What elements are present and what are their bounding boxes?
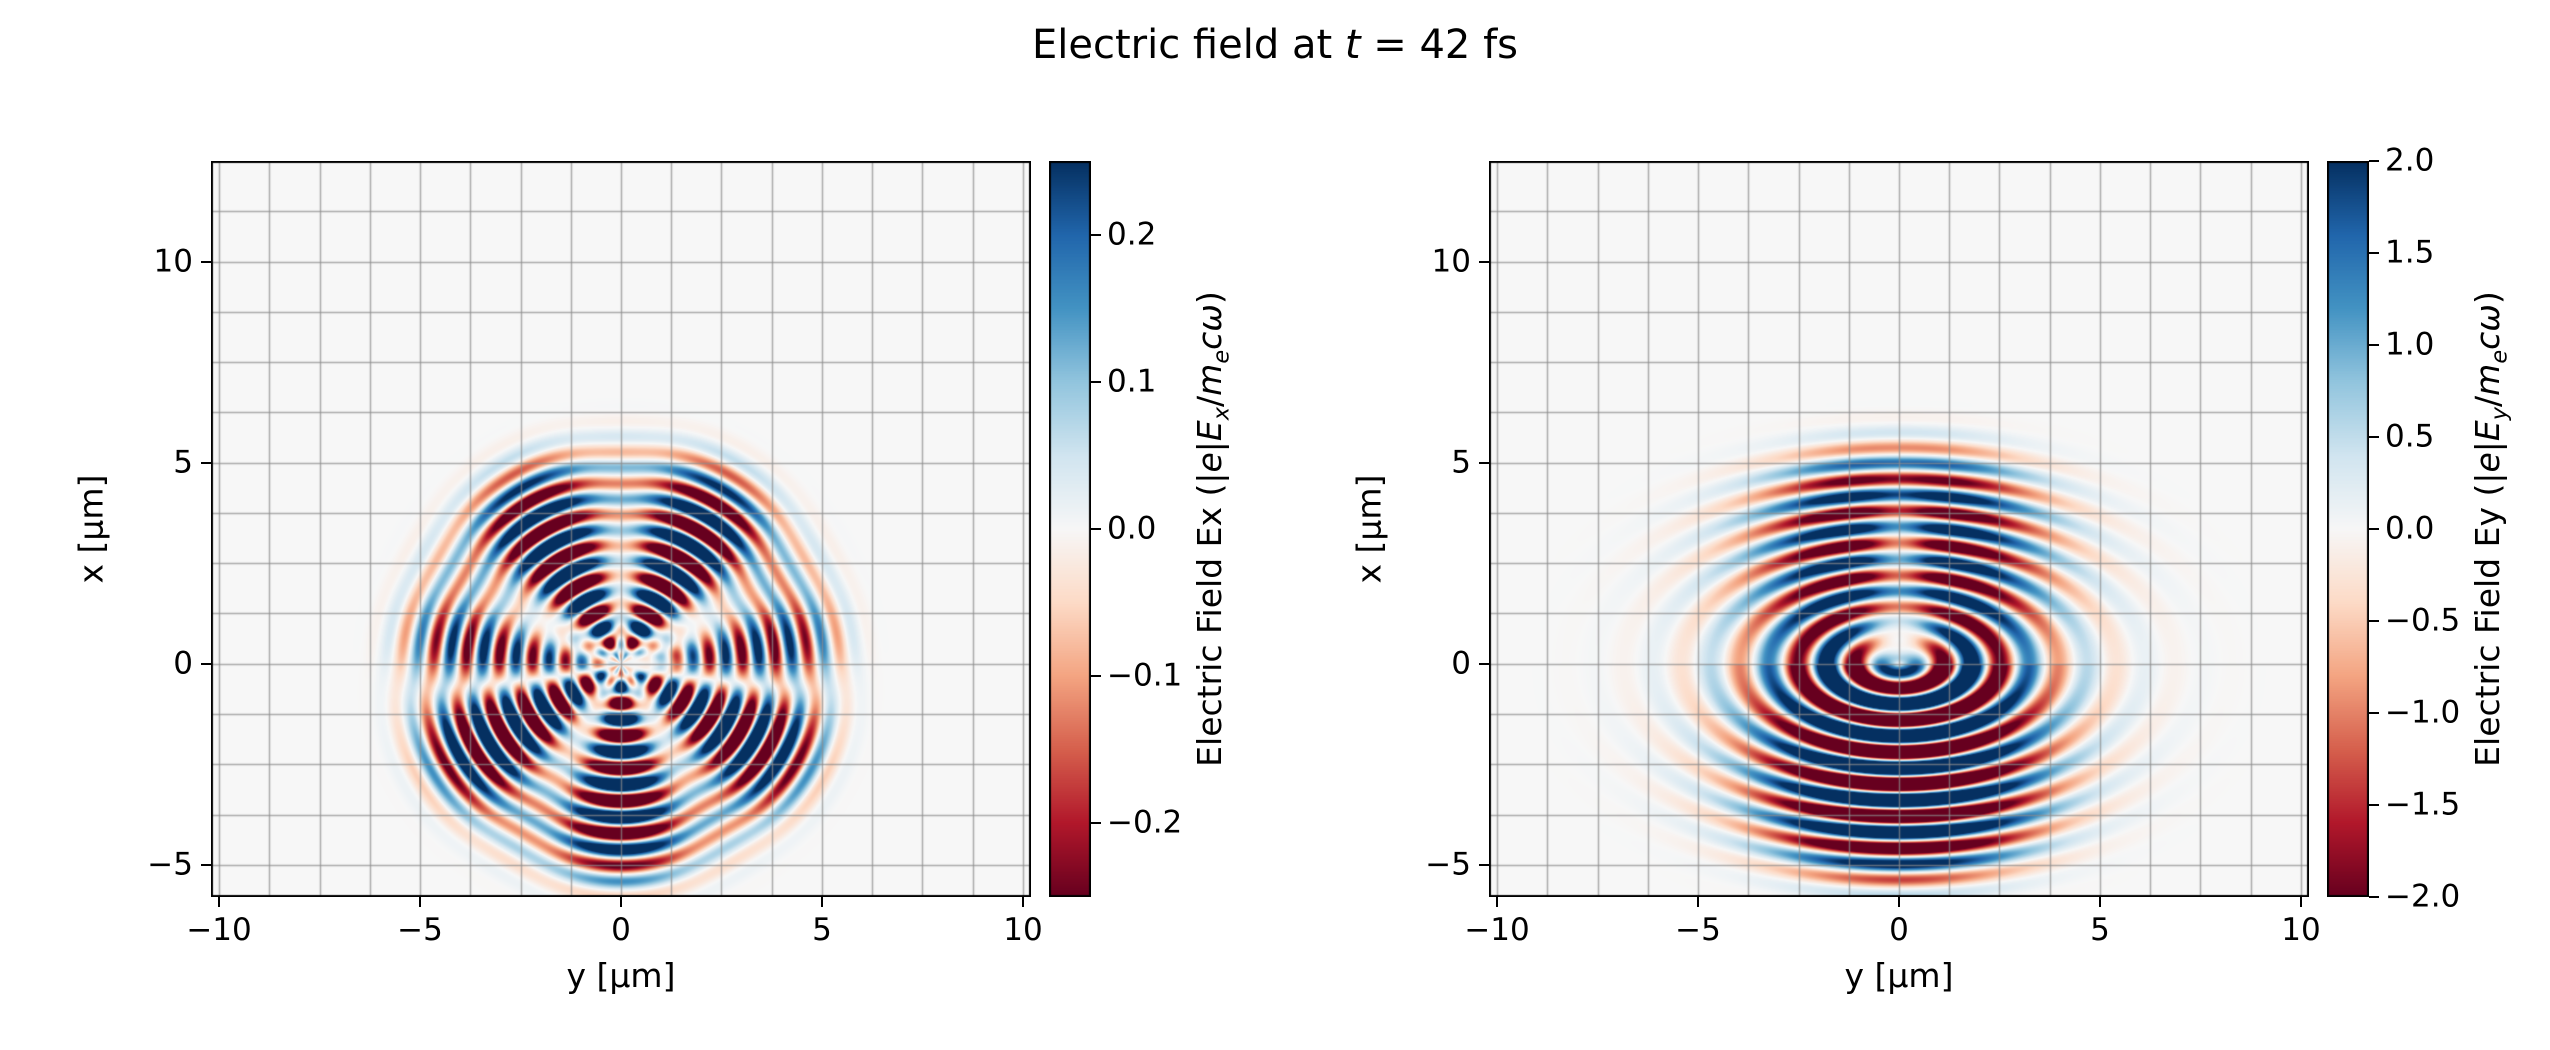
y-tick-mark: [1479, 461, 1489, 464]
colorbar-tick-label: −0.5: [2385, 602, 2461, 639]
colorbar-tick-label: −0.2: [1107, 804, 1183, 841]
colorbar-tick-label: 0.0: [1107, 510, 1157, 547]
colorbar-tick-label: −1.0: [2385, 694, 2461, 731]
colorbar-tick-label: 0.5: [2385, 418, 2435, 455]
colorbar-tick-mark: [2369, 344, 2379, 346]
x-tick-label: −10: [1464, 912, 1530, 948]
ey-colorbar-canvas: [2327, 161, 2369, 897]
x-tick-label: 0: [611, 912, 631, 948]
y-tick-label: 5: [1451, 444, 1471, 481]
colorbar-tick-label: −1.5: [2385, 786, 2461, 823]
colorbar-label: Electric Field Ex (|e|Ex/mecω): [1189, 291, 1235, 767]
colorbar-tick-mark: [2369, 160, 2379, 162]
y-tick-label: 10: [153, 243, 193, 280]
x-tick-label: 5: [812, 912, 832, 948]
x-tick-mark: [218, 897, 221, 907]
x-tick-label: −5: [397, 912, 443, 948]
x-tick-label: 0: [1889, 912, 1909, 948]
y-tick-mark: [201, 863, 211, 866]
x-tick-mark: [1021, 897, 1024, 907]
y-tick-label: 5: [173, 444, 193, 481]
colorbar-tick-label: 2.0: [2385, 142, 2435, 179]
x-tick-label: 10: [1003, 912, 1043, 948]
y-tick-label: −5: [147, 846, 193, 883]
ey-heatmap-canvas: [1489, 161, 2309, 897]
colorbar-tick-mark: [2369, 252, 2379, 254]
colorbar-tick-mark: [1091, 380, 1101, 383]
x-tick-mark: [620, 897, 622, 907]
y-tick-mark: [201, 260, 211, 263]
x-tick-mark: [1898, 897, 1900, 907]
x-tick-mark: [1697, 897, 1700, 907]
y-tick-mark: [1479, 260, 1489, 263]
figure-title: Electric field at t = 42 fs: [1031, 22, 1519, 68]
y-tick-mark: [201, 461, 211, 464]
colorbar-label: Electric Field Ey (|e|Ey/mecω): [2467, 291, 2513, 767]
colorbar-tick-mark: [2369, 528, 2379, 530]
colorbar-tick-label: 0.2: [1107, 216, 1157, 253]
colorbar-tick-mark: [1091, 822, 1101, 825]
colorbar-tick-mark: [1091, 675, 1101, 678]
colorbar-tick-label: −2.0: [2385, 878, 2461, 915]
ex-colorbar-canvas: [1049, 161, 1091, 897]
y-tick-label: 0: [173, 645, 193, 682]
ex-heatmap-canvas: [211, 161, 1031, 897]
colorbar-tick-label: 0.0: [2385, 510, 2435, 547]
colorbar-tick-mark: [1091, 528, 1101, 530]
x-axis-label: y [μm]: [1844, 956, 1954, 995]
y-axis-label: x [μm]: [71, 474, 111, 584]
colorbar-tick-label: 0.1: [1107, 363, 1157, 400]
x-tick-mark: [419, 897, 422, 907]
x-axis-label: y [μm]: [566, 956, 676, 995]
colorbar-tick-label: 1.0: [2385, 326, 2435, 363]
x-tick-label: −5: [1675, 912, 1721, 948]
colorbar-tick-mark: [2369, 712, 2379, 714]
y-tick-label: 10: [1431, 243, 1471, 280]
colorbar-tick-label: 1.5: [2385, 234, 2435, 271]
x-tick-label: −10: [186, 912, 252, 948]
colorbar-tick-mark: [2369, 804, 2379, 806]
x-tick-mark: [820, 897, 823, 907]
x-tick-mark: [2098, 897, 2101, 907]
x-tick-label: 10: [2281, 912, 2321, 948]
x-tick-mark: [1496, 897, 1499, 907]
y-tick-mark: [1479, 662, 1489, 665]
y-tick-mark: [1479, 863, 1489, 866]
colorbar-tick-mark: [2369, 436, 2379, 438]
y-axis-label: x [μm]: [1349, 474, 1389, 584]
y-tick-label: 0: [1451, 645, 1471, 682]
x-tick-label: 5: [2090, 912, 2110, 948]
y-tick-mark: [201, 662, 211, 665]
colorbar-tick-mark: [1091, 233, 1101, 236]
y-tick-label: −5: [1425, 846, 1471, 883]
colorbar-tick-mark: [2369, 620, 2379, 622]
colorbar-tick-mark: [2369, 896, 2379, 898]
colorbar-tick-label: −0.1: [1107, 657, 1183, 694]
x-tick-mark: [2299, 897, 2302, 907]
